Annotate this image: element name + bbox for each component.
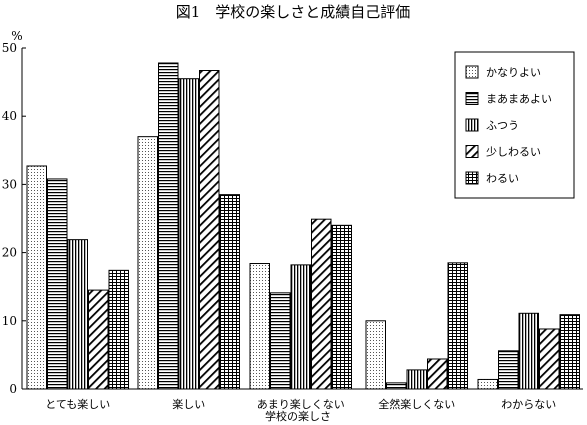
legend-swatch-0 bbox=[465, 65, 479, 79]
legend-label-3: 少しわるい bbox=[486, 146, 541, 159]
bar-4-3 bbox=[539, 328, 560, 390]
y-tick-label-2: 20 bbox=[2, 246, 17, 260]
bar-1-4 bbox=[219, 194, 240, 390]
legend-swatch-2 bbox=[465, 118, 479, 132]
category-label-3: 全然楽しくない bbox=[378, 397, 455, 411]
bar-0-4 bbox=[108, 269, 129, 390]
bar-0-3 bbox=[88, 289, 109, 390]
bar-3-0 bbox=[365, 320, 386, 390]
bar-0-1 bbox=[47, 178, 68, 390]
bar-4-2 bbox=[518, 312, 539, 390]
category-labels: とても楽しい 楽しい あまり楽しくない 全然楽しくない わからない bbox=[45, 397, 556, 411]
bar-1-1 bbox=[158, 62, 179, 390]
bar-3-3 bbox=[427, 358, 448, 390]
y-tick-label-3: 30 bbox=[2, 177, 17, 191]
legend-swatch-1 bbox=[465, 92, 479, 105]
category-label-1: 楽しい bbox=[172, 398, 205, 411]
y-axis-ticks: 0 10 20 30 40 50 bbox=[2, 41, 26, 396]
bar-3-1 bbox=[386, 382, 407, 390]
legend-label-4: わるい bbox=[486, 172, 519, 185]
bar-0-2 bbox=[67, 239, 88, 390]
bar-4-4 bbox=[559, 314, 580, 390]
legend-label-1: まあまあよい bbox=[486, 93, 552, 106]
bar-2-1 bbox=[270, 292, 291, 390]
category-label-2: あまり楽しくない bbox=[257, 398, 345, 411]
y-axis-unit: % bbox=[11, 29, 22, 43]
bar-2-3 bbox=[311, 218, 332, 390]
bar-2-0 bbox=[249, 263, 270, 390]
bar-4-0 bbox=[477, 378, 498, 390]
bar-3-4 bbox=[447, 262, 468, 390]
bar-1-0 bbox=[137, 136, 158, 390]
bar-3-2 bbox=[406, 369, 427, 390]
bar-1-2 bbox=[178, 78, 199, 390]
legend-swatch-4 bbox=[465, 171, 479, 185]
y-tick-label-1: 10 bbox=[2, 314, 17, 328]
x-axis-label: 学校の楽しさ bbox=[265, 409, 331, 423]
y-tick-label-0: 0 bbox=[9, 382, 17, 396]
y-tick-label-5: 50 bbox=[2, 41, 17, 55]
bars bbox=[26, 62, 580, 390]
category-label-4: わからない bbox=[501, 398, 556, 411]
bar-1-3 bbox=[199, 70, 220, 390]
bar-2-4 bbox=[331, 224, 352, 390]
legend-label-2: ふつう bbox=[486, 119, 519, 132]
bar-0-0 bbox=[26, 165, 47, 390]
legend-swatch-3 bbox=[465, 145, 479, 158]
chart-title: 図1 学校の楽しさと成績自己評価 bbox=[176, 3, 411, 21]
legend-label-0: かなりよい bbox=[486, 66, 541, 79]
bar-4-1 bbox=[498, 350, 519, 390]
bar-2-2 bbox=[290, 264, 311, 390]
category-label-0: とても楽しい bbox=[45, 398, 110, 411]
y-tick-label-4: 40 bbox=[2, 109, 17, 123]
